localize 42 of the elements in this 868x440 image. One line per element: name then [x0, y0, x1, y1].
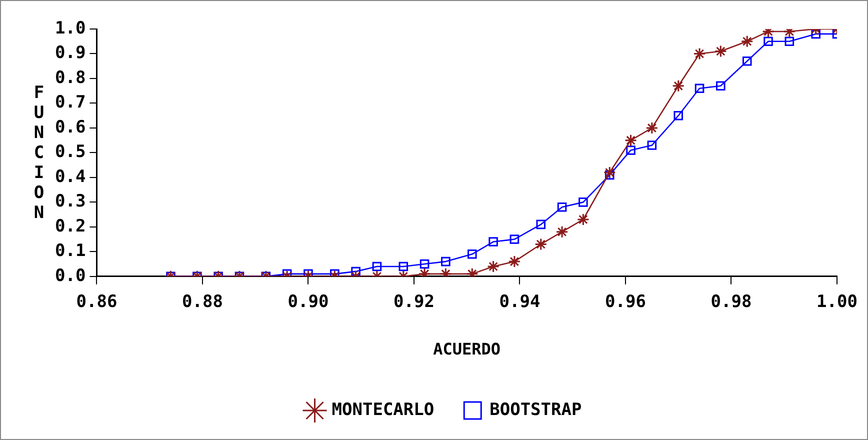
point — [603, 166, 616, 179]
point — [784, 36, 794, 46]
point — [764, 36, 773, 46]
y-tick-label: 1.0 — [54, 18, 86, 38]
x-tick-label: 0.88 — [182, 292, 223, 312]
y-tick-label: 0.2 — [54, 216, 86, 236]
point — [714, 45, 727, 58]
point — [740, 35, 754, 48]
y-tick-label: 0.4 — [54, 166, 86, 187]
point — [578, 198, 588, 207]
x-tick-label: 0.90 — [288, 292, 329, 312]
x-axis-title: ACUERDO — [433, 340, 501, 359]
x-tick-label: 0.92 — [393, 292, 434, 312]
y-tick-label: 0.0 — [54, 266, 86, 286]
x-tick-label: 0.96 — [605, 292, 646, 312]
point — [604, 170, 614, 180]
y-tick-label: 0.8 — [54, 68, 86, 88]
y-tick-label: 0.5 — [54, 142, 86, 162]
y-tick-label: 0.6 — [54, 117, 86, 138]
point — [694, 84, 704, 94]
point — [672, 80, 685, 92]
x-tick-label: 1.00 — [816, 292, 858, 312]
y-tick-label: 0.9 — [54, 43, 86, 64]
point — [693, 47, 706, 60]
legend-label: MONTECARLO — [332, 400, 434, 420]
legend-label: BOOTSTRAP — [490, 400, 582, 420]
point — [626, 146, 636, 155]
x-tick-label: 0.98 — [710, 292, 752, 312]
point — [647, 140, 657, 150]
point — [624, 134, 638, 147]
y-tick-label: 0.1 — [54, 241, 86, 262]
y-tick-label: 0.3 — [54, 192, 86, 212]
point — [674, 110, 684, 120]
point — [646, 122, 658, 134]
point — [557, 202, 567, 212]
point — [811, 29, 820, 39]
y-axis-title: FUNCION — [33, 82, 45, 223]
point — [742, 56, 752, 66]
y-tick-label: 0.7 — [54, 92, 86, 113]
x-tick-label: 0.86 — [76, 292, 118, 312]
point — [716, 81, 726, 91]
x-tick-label: 0.94 — [499, 292, 540, 312]
